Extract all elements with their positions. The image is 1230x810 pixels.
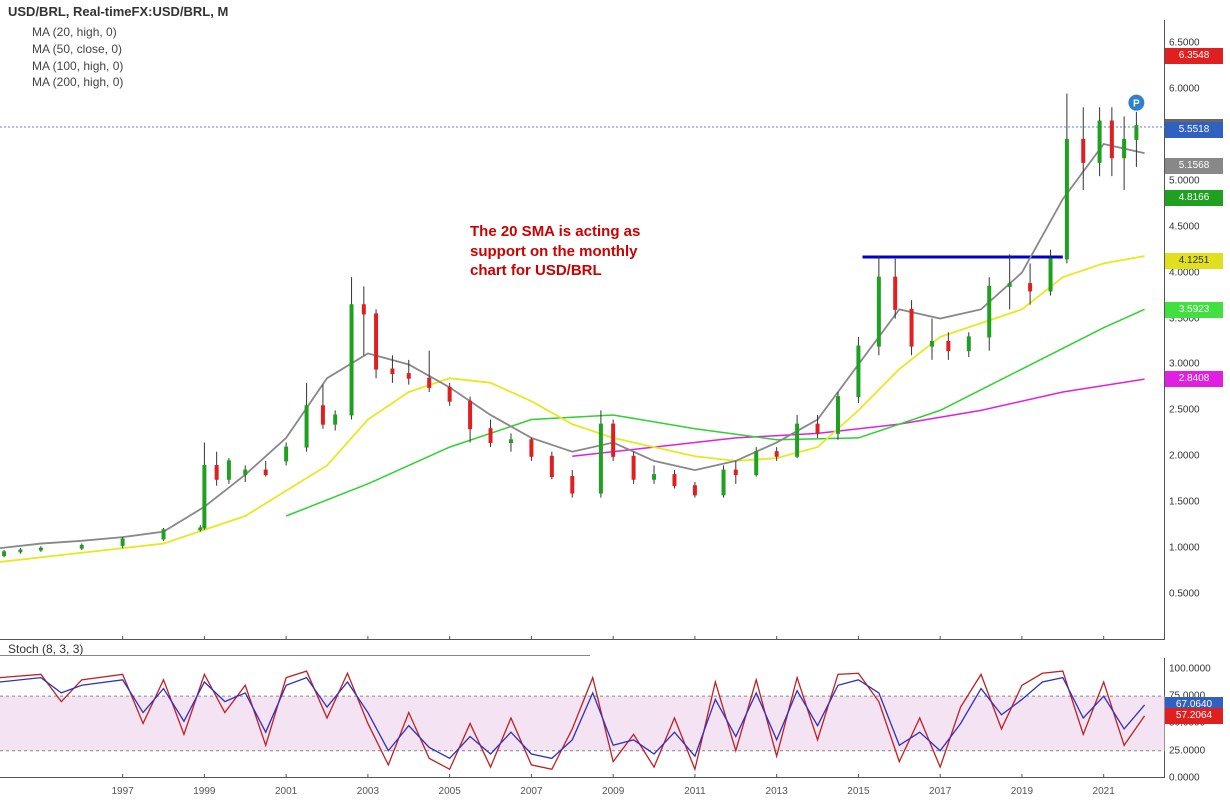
stoch-label: Stoch (8, 3, 3) xyxy=(8,642,83,656)
y-axis-stoch: 0.000025.000050.000075.0000100.000067.06… xyxy=(1165,658,1230,778)
stoch-chart[interactable] xyxy=(0,658,1165,778)
chart-title: USD/BRL, Real-timeFX:USD/BRL, M xyxy=(8,4,228,19)
stoch-svg xyxy=(0,658,1165,778)
svg-text:P: P xyxy=(1133,99,1140,110)
x-axis: 1997199920012003200520072009201120132015… xyxy=(0,782,1165,802)
chart-container: USD/BRL, Real-timeFX:USD/BRL, M MA (20, … xyxy=(0,0,1230,810)
annotation-text: The 20 SMA is acting assupport on the mo… xyxy=(470,222,640,281)
main-svg: P xyxy=(0,20,1165,640)
main-price-chart[interactable]: P xyxy=(0,20,1165,640)
y-axis-main: 0.50001.00001.50002.00002.50003.00003.50… xyxy=(1165,20,1230,640)
divider xyxy=(0,655,590,656)
